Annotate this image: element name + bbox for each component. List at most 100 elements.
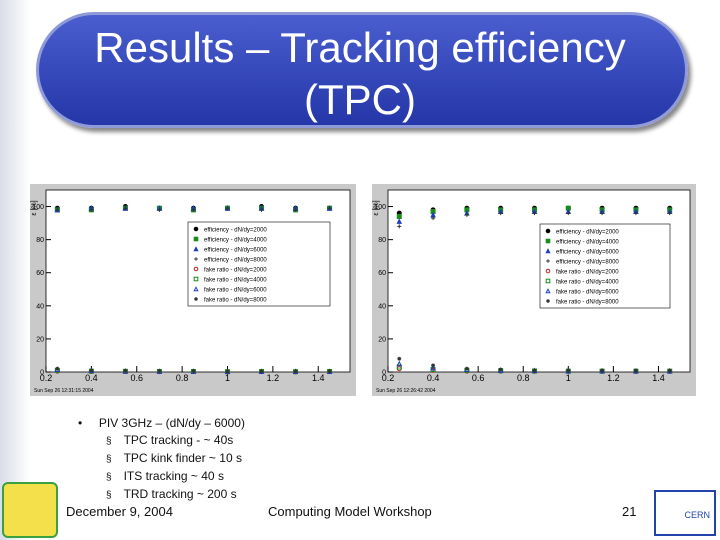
data-point	[464, 212, 469, 217]
data-point	[55, 366, 60, 371]
data-point	[600, 211, 605, 216]
legend-label: fake ratio - dN/dy=2000	[556, 270, 619, 276]
legend-marker	[545, 228, 551, 234]
data-point	[123, 206, 128, 211]
y-tick-label: 20	[378, 336, 386, 343]
legend-marker	[545, 248, 551, 254]
y-tick-label: 100	[374, 204, 386, 211]
x-tick-label: 1.4	[652, 373, 665, 383]
x-tick-label: 1.2	[267, 373, 280, 383]
data-point	[532, 211, 537, 216]
data-point	[55, 207, 60, 212]
data-point	[397, 224, 402, 229]
legend-marker	[545, 288, 551, 294]
bullet-text: PIV 3GHz – (dN/dy – 6000)	[98, 416, 245, 430]
footer-date: December 9, 2004	[66, 504, 173, 519]
legend-marker	[546, 259, 550, 263]
legend-marker	[193, 226, 199, 232]
sub-bullet: TPC tracking - ~ 40s	[106, 432, 245, 450]
legend-label: fake ratio - dN/dy=2000	[204, 268, 267, 274]
data-point	[667, 368, 672, 373]
data-point	[566, 211, 571, 216]
sub-bullet: TPC kink finder ~ 10 s	[106, 450, 245, 468]
legend-label: efficiency - dN/dy=8000	[556, 260, 619, 266]
x-tick-label: 1	[566, 373, 571, 383]
bullet-list: • PIV 3GHz – (dN/dy – 6000) TPC tracking…	[78, 416, 245, 504]
x-tick-label: 0.4	[85, 373, 98, 383]
legend-label: efficiency - dN/dy=2000	[204, 228, 267, 234]
x-tick-label: 0.2	[40, 373, 53, 383]
title-background	[36, 12, 688, 128]
data-point	[259, 369, 264, 374]
data-point	[498, 367, 503, 372]
y-tick-label: 80	[378, 237, 386, 244]
legend-marker	[546, 299, 550, 303]
data-point	[600, 368, 605, 373]
data-point	[293, 207, 298, 212]
legend-label: fake ratio - dN/dy=8000	[556, 300, 619, 306]
legend-marker	[193, 236, 199, 242]
legend-marker	[193, 286, 199, 292]
legend-marker	[193, 266, 199, 272]
data-point	[327, 206, 332, 211]
legend-marker	[545, 268, 551, 274]
x-tick-label: 0.4	[427, 373, 440, 383]
sub-bullets: TPC tracking - ~ 40s TPC kink finder ~ 1…	[106, 432, 245, 504]
legend-label: efficiency - dN/dy=2000	[556, 230, 619, 236]
data-point	[667, 211, 672, 216]
x-tick-label: 1.4	[312, 373, 325, 383]
x-tick-label: 1	[225, 373, 230, 383]
legend	[187, 221, 331, 307]
sub-bullet: ITS tracking ~ 40 s	[106, 468, 245, 486]
data-point	[259, 207, 264, 212]
data-point	[191, 369, 196, 374]
legend-label: fake ratio - dN/dy=6000	[556, 290, 619, 296]
y-tick-label: 40	[378, 303, 386, 310]
sub-bullet: TRD tracking ~ 200 s	[106, 486, 245, 504]
legend-marker	[545, 278, 551, 284]
cern-logo: CERN	[654, 490, 716, 536]
data-point	[293, 369, 298, 374]
timestamp: Sun Sep 26 12:31:15 2004	[34, 388, 94, 394]
y-tick-label: 60	[36, 270, 44, 277]
sub-bullet-text: ITS tracking ~ 40 s	[123, 469, 224, 483]
timestamp: Sun Sep 26 12:26:42 2004	[376, 388, 436, 394]
x-tick-label: 0.6	[130, 373, 143, 383]
data-point	[123, 368, 128, 373]
y-axis-label: ε [%]	[31, 200, 38, 215]
data-point	[327, 369, 332, 374]
y-tick-label: 0	[40, 370, 44, 377]
data-point	[633, 211, 638, 216]
legend-label: efficiency - dN/dy=4000	[556, 240, 619, 246]
legend-marker	[194, 257, 198, 261]
sub-bullet-text: TRD tracking ~ 200 s	[123, 487, 237, 501]
data-point	[397, 356, 402, 361]
data-point	[89, 207, 94, 212]
y-tick-label: 100	[32, 204, 44, 211]
slide-title: Results – Tracking efficiency (TPC)	[94, 24, 626, 123]
bullet: • PIV 3GHz – (dN/dy – 6000)	[78, 416, 245, 430]
y-tick-label: 20	[36, 336, 44, 343]
legend-marker	[193, 276, 199, 282]
y-tick-label: 60	[378, 270, 386, 277]
alice-logo	[2, 482, 58, 538]
x-tick-label: 1.2	[607, 373, 620, 383]
data-point	[157, 207, 162, 212]
legend-label: efficiency - dN/dy=6000	[204, 248, 267, 254]
y-tick-label: 40	[36, 303, 44, 310]
logo-text: CERN	[684, 510, 710, 520]
y-axis-label: ε [%]	[373, 200, 380, 215]
legend-label: efficiency - dN/dy=4000	[204, 238, 267, 244]
data-point	[431, 363, 436, 368]
data-point	[532, 368, 537, 373]
legend-marker	[193, 246, 199, 252]
x-tick-label: 0.8	[176, 373, 189, 383]
data-point	[396, 213, 402, 219]
x-tick-label: 0.2	[382, 373, 395, 383]
data-point	[566, 368, 571, 373]
data-point	[464, 366, 469, 371]
y-tick-label: 0	[382, 370, 386, 377]
data-point	[225, 369, 230, 374]
